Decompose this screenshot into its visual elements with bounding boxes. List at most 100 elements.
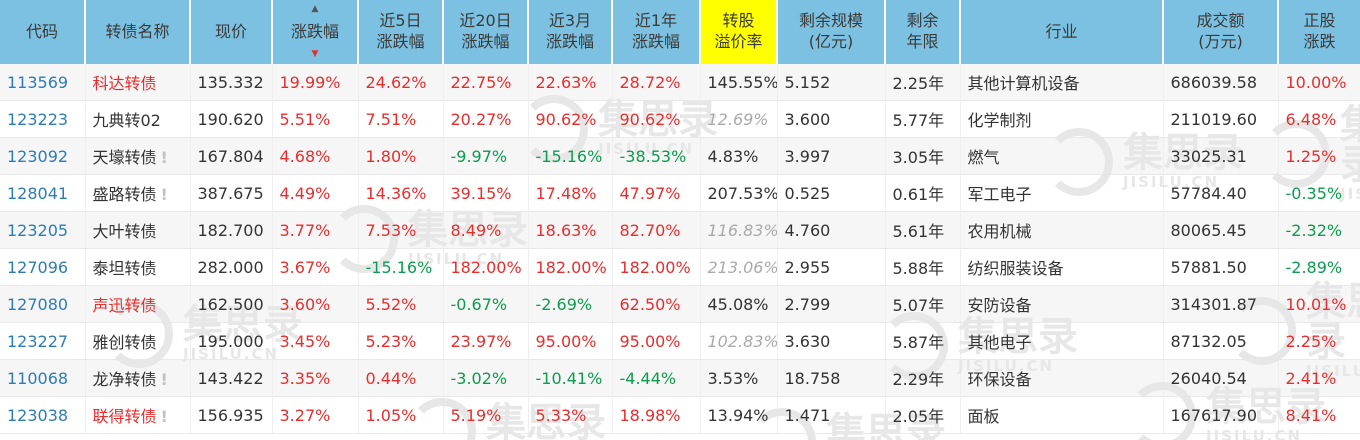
bond-code-link[interactable]: 123092 bbox=[0, 137, 86, 175]
cell-y1: 90.62% bbox=[612, 100, 701, 138]
column-header-chg[interactable]: 涨跌幅 ▲ ▼ bbox=[271, 0, 358, 64]
column-header-d5[interactable]: 近5日 涨跌幅 bbox=[357, 0, 443, 64]
cell-m3: 17.48% bbox=[528, 174, 613, 212]
bond-name-link[interactable]: 盛路转债 bbox=[92, 185, 157, 204]
cell-y1: 95.00% bbox=[612, 322, 701, 360]
cell-years: 5.87年 bbox=[885, 322, 961, 360]
column-label-premium: 转股 溢价率 bbox=[714, 11, 763, 51]
cell-d5: 24.62% bbox=[358, 64, 444, 101]
cell-size: 4.760 bbox=[777, 211, 886, 249]
cell-premium: 213.06% bbox=[700, 248, 778, 286]
cell-industry: 安防设备 bbox=[960, 285, 1164, 323]
cell-industry: 燃气 bbox=[960, 137, 1164, 175]
column-header-turnover[interactable]: 成交额 (万元) bbox=[1162, 0, 1278, 64]
cell-price: 195.000 bbox=[190, 322, 273, 360]
bond-code-link[interactable]: 127096 bbox=[0, 248, 86, 286]
cell-stock: 10.00% bbox=[1278, 64, 1360, 101]
cell-stock: 6.48% bbox=[1278, 100, 1360, 138]
cell-premium: 102.83% bbox=[700, 322, 778, 360]
cell-y1: 47.97% bbox=[612, 174, 701, 212]
bond-code-link[interactable]: 128041 bbox=[0, 174, 86, 212]
cell-d20: 5.19% bbox=[443, 396, 529, 434]
bond-code-link[interactable]: 110068 bbox=[0, 359, 86, 397]
column-header-stock[interactable]: 正股 涨跌 bbox=[1277, 0, 1360, 64]
cell-stock: 8.41% bbox=[1278, 396, 1360, 434]
bond-code-link[interactable]: 113569 bbox=[0, 64, 86, 101]
cell-price: 282.000 bbox=[190, 248, 273, 286]
cell-size: 18.758 bbox=[777, 359, 886, 397]
bond-row-128041: 128041 盛路转债! 387.675 4.49% 14.36% 39.15% 17.48… bbox=[0, 174, 1360, 212]
cell-chg: 3.27% bbox=[272, 396, 359, 434]
cell-premium: 13.94% bbox=[700, 396, 778, 434]
bond-row-127096: 127096 泰坦转债 282.000 3.67% -15.16% 182.00% 182.… bbox=[0, 248, 1360, 286]
sort-asc-icon[interactable]: ▲ bbox=[311, 4, 319, 14]
cell-chg: 3.60% bbox=[272, 285, 359, 323]
bond-code-link[interactable]: 127080 bbox=[0, 285, 86, 323]
cell-premium: 207.53% bbox=[700, 174, 778, 212]
column-header-m3[interactable]: 近3月 涨跌幅 bbox=[527, 0, 612, 64]
cell-industry: 纺织服装设备 bbox=[960, 248, 1164, 286]
column-label-name: 转债名称 bbox=[105, 21, 170, 41]
header-row: 代码 转债名称 现价 涨跌幅 ▲ ▼ 近5日 涨跌幅 近20日 涨跌幅 近3月 涨跌幅 近1年 涨… bbox=[0, 0, 1360, 64]
bond-row-110068: 110068 龙净转债! 143.422 3.35% 0.44% -3.02% -10.41… bbox=[0, 359, 1360, 397]
cell-years: 2.05年 bbox=[885, 396, 961, 434]
column-header-name[interactable]: 转债名称 bbox=[84, 0, 190, 64]
bond-row-123205: 123205 大叶转债 182.700 3.77% 7.53% 8.49% 18.63% 82… bbox=[0, 211, 1360, 249]
cell-stock: -2.89% bbox=[1278, 248, 1360, 286]
cell-m3: -10.41% bbox=[528, 359, 613, 397]
cell-stock: 2.25% bbox=[1278, 322, 1360, 360]
cell-m3: 18.63% bbox=[528, 211, 613, 249]
cell-d20: 182.00% bbox=[443, 248, 529, 286]
cell-d5: 5.52% bbox=[358, 285, 444, 323]
bond-name-link[interactable]: 科达转债 bbox=[92, 74, 157, 93]
column-header-y1[interactable]: 近1年 涨跌幅 bbox=[611, 0, 700, 64]
cell-stock: -0.35% bbox=[1278, 174, 1360, 212]
bond-code-link[interactable]: 123227 bbox=[0, 322, 86, 360]
cell-price: 182.700 bbox=[190, 211, 273, 249]
bond-name-link[interactable]: 联得转债 bbox=[92, 407, 157, 426]
cell-m3: -15.16% bbox=[528, 137, 613, 175]
cell-premium: 116.83% bbox=[700, 211, 778, 249]
bond-name-link[interactable]: 龙净转债 bbox=[92, 370, 157, 389]
cell-m3: 5.33% bbox=[528, 396, 613, 434]
cell-turnover: 33025.31 bbox=[1163, 137, 1279, 175]
column-header-size[interactable]: 剩余规模 (亿元) bbox=[776, 0, 885, 64]
cell-d5: 1.80% bbox=[358, 137, 444, 175]
cell-turnover: 167617.90 bbox=[1163, 396, 1279, 434]
cell-price: 387.675 bbox=[190, 174, 273, 212]
cell-d5: 5.23% bbox=[358, 322, 444, 360]
cell-y1: 182.00% bbox=[612, 248, 701, 286]
column-label-y1: 近1年 涨跌幅 bbox=[631, 11, 680, 51]
sort-desc-icon[interactable]: ▼ bbox=[311, 49, 319, 59]
bond-code-link[interactable]: 123205 bbox=[0, 211, 86, 249]
alert-icon: ! bbox=[160, 185, 168, 204]
bond-name-link[interactable]: 雅创转债 bbox=[92, 333, 157, 352]
column-label-m3: 近3月 涨跌幅 bbox=[545, 11, 594, 51]
bond-row-113569: 113569 科达转债 135.332 19.99% 24.62% 22.75% 22.63… bbox=[0, 64, 1360, 101]
cell-chg: 19.99% bbox=[272, 64, 359, 101]
column-header-d20[interactable]: 近20日 涨跌幅 bbox=[442, 0, 528, 64]
column-header-years[interactable]: 剩余 年限 bbox=[884, 0, 960, 64]
bond-code-link[interactable]: 123038 bbox=[0, 396, 86, 434]
column-header-price[interactable]: 现价 bbox=[189, 0, 272, 64]
cell-y1: 82.70% bbox=[612, 211, 701, 249]
column-label-stock: 正股 涨跌 bbox=[1303, 11, 1336, 51]
cell-m3: 90.62% bbox=[528, 100, 613, 138]
bond-name-link[interactable]: 泰坦转债 bbox=[92, 259, 157, 278]
column-label-industry: 行业 bbox=[1045, 21, 1078, 41]
column-header-premium[interactable]: 转股 溢价率 bbox=[699, 0, 777, 64]
bond-code-link[interactable]: 123223 bbox=[0, 100, 86, 138]
column-header-code[interactable]: 代码 bbox=[0, 0, 85, 64]
cell-y1: -4.44% bbox=[612, 359, 701, 397]
bond-name-link[interactable]: 天壕转债 bbox=[92, 148, 157, 167]
cell-industry: 环保设备 bbox=[960, 359, 1164, 397]
column-header-industry[interactable]: 行业 bbox=[959, 0, 1163, 64]
bond-name-link[interactable]: 声迅转债 bbox=[92, 296, 157, 315]
cell-stock: 10.01% bbox=[1278, 285, 1360, 323]
cell-price: 135.332 bbox=[190, 64, 273, 101]
cell-d20: 20.27% bbox=[443, 100, 529, 138]
cell-turnover: 26040.54 bbox=[1163, 359, 1279, 397]
bond-name-link[interactable]: 九典转02 bbox=[92, 111, 161, 130]
bond-name-link[interactable]: 大叶转债 bbox=[92, 222, 157, 241]
